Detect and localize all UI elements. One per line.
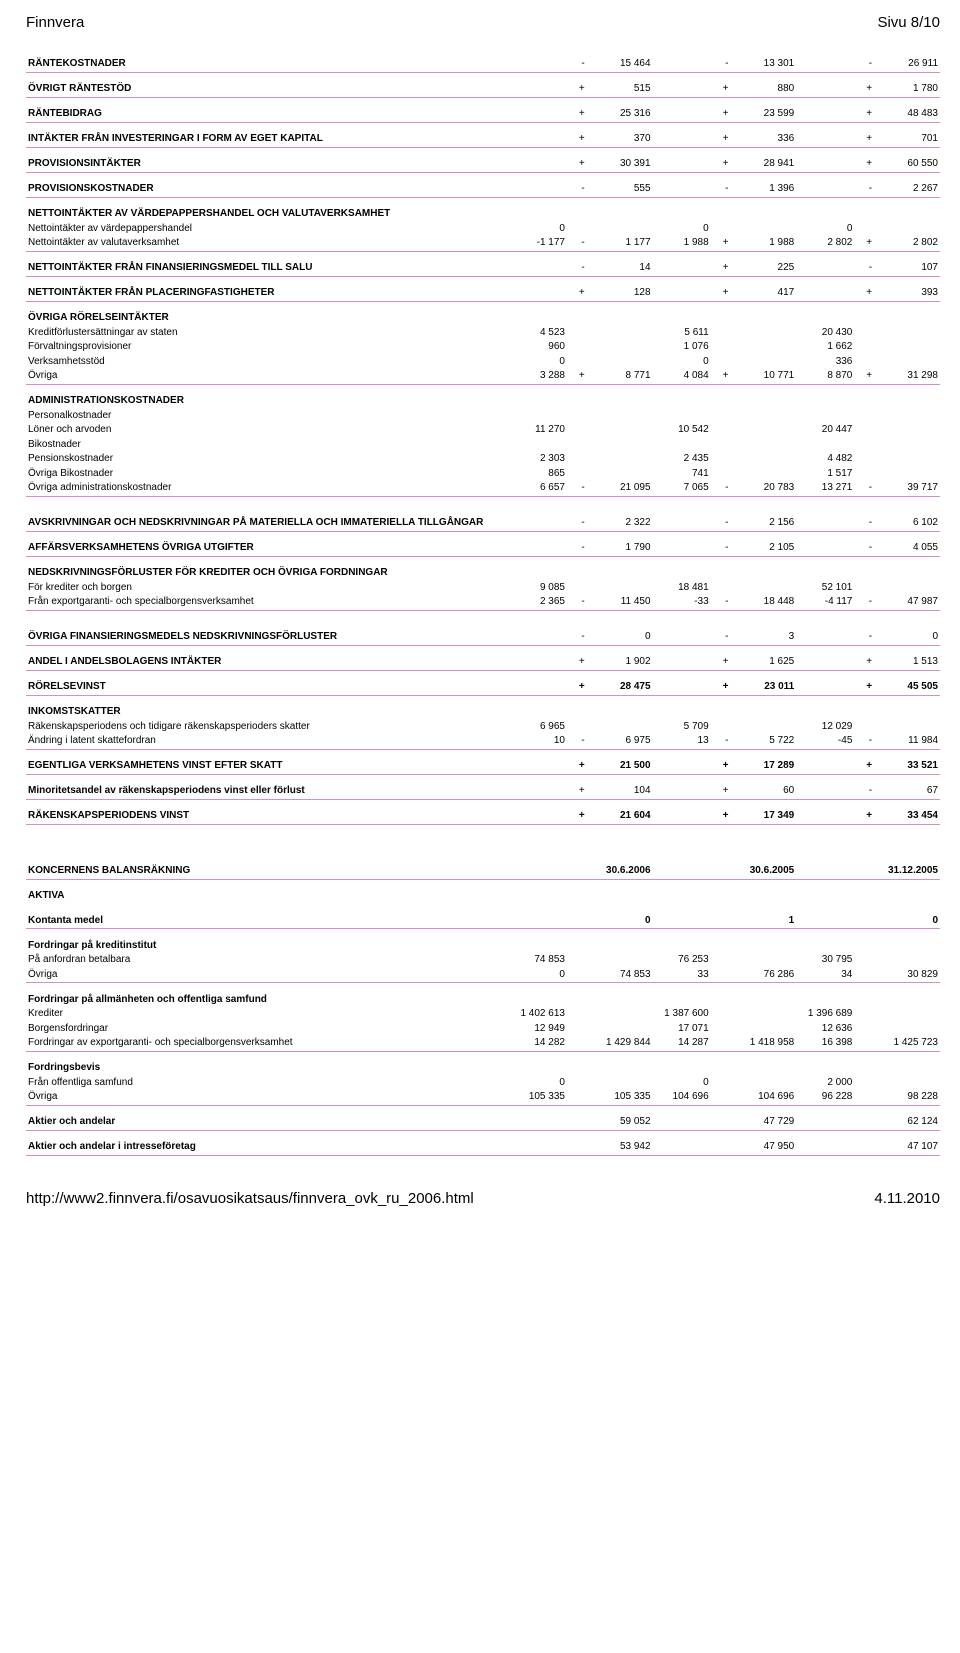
row-netto-valuta: Nettointäkter av valutaverksamhet — [26, 236, 509, 251]
row-kontanta: Kontanta medel — [26, 914, 509, 929]
row-verksamhet: Verksamhetsstöd — [26, 355, 509, 370]
row-aktiva: AKTIVA — [26, 889, 509, 904]
row-ovriga-kredit: Övriga — [26, 968, 509, 983]
row-balance-head: KONCERNENS BALANSRÄKNING — [26, 864, 509, 879]
row-minoritet: Minoritetsandel av räkenskapsperiodens v… — [26, 784, 509, 799]
row-for-krediter: För krediter och borgen — [26, 581, 509, 596]
row-rantebidrag: RÄNTEBIDRAG — [26, 107, 509, 122]
row-ovriga-adminkost: Övriga administrationskostnader — [26, 481, 509, 496]
footer-right: 4.11.2010 — [874, 1190, 940, 1207]
row-netto-placering: NETTOINTÄKTER FRÅN PLACERINGFASTIGHETER — [26, 286, 509, 301]
row-krediter: Krediter — [26, 1007, 509, 1022]
row-netto-salu: NETTOINTÄKTER FRÅN FINANSIERINGSMEDEL TI… — [26, 261, 509, 276]
header-right: Sivu 8/10 — [877, 14, 940, 31]
footer-left: http://www2.finnvera.fi/osavuosikatsaus/… — [26, 1190, 474, 1207]
row-nedskriv-head: NEDSKRIVNINGSFÖRLUSTER FÖR KREDITER OCH … — [26, 566, 509, 581]
row-aktier-intresse: Aktier och andelar i intresseföretag — [26, 1140, 509, 1155]
row-andring-latent: Ändring i latent skattefordran — [26, 734, 509, 749]
row-fran-export: Från exportgaranti- och specialborgensve… — [26, 595, 509, 610]
row-fordringsbevis: Fordringsbevis — [26, 1061, 509, 1076]
row-netto-vardep-head: NETTOINTÄKTER AV VÄRDEPAPPERSHANDEL OCH … — [26, 207, 509, 222]
row-personalkost: Personalkostnader — [26, 409, 509, 424]
row-bikostnader: Bikostnader — [26, 438, 509, 453]
row-inkomstskatter: INKOMSTSKATTER — [26, 705, 509, 720]
row-borgens: Borgensfordringar — [26, 1022, 509, 1037]
row-ovriga-bikost: Övriga Bikostnader — [26, 467, 509, 482]
row-provisionsint: PROVISIONSINTÄKTER — [26, 157, 509, 172]
financial-table: RÄNTEKOSTNADER -15 464 -13 301 -26 911 Ö… — [26, 57, 940, 1156]
row-adminkost-head: ADMINISTRATIONSKOSTNADER — [26, 394, 509, 409]
row-kreditforlust: Kreditförlustersättningar av staten — [26, 326, 509, 341]
header-left: Finnvera — [26, 14, 84, 31]
row-ovriga-fordrbevis: Övriga — [26, 1090, 509, 1105]
row-rantekost: RÄNTEKOSTNADER — [26, 57, 509, 72]
row-rakenskap-vinst: RÄKENSKAPSPERIODENS VINST — [26, 809, 509, 824]
row-provisionskost: PROVISIONSKOSTNADER — [26, 182, 509, 197]
row-aktier-andelar: Aktier och andelar — [26, 1115, 509, 1130]
row-affarsverks: AFFÄRSVERKSAMHETENS ÖVRIGA UTGIFTER — [26, 541, 509, 556]
row-ovr-rorelse-head: ÖVRIGA RÖRELSEINTÄKTER — [26, 311, 509, 326]
row-avskrivningar: AVSKRIVNINGAR OCH NEDSKRIVNINGAR PÅ MATE… — [26, 516, 509, 531]
row-ovrigt-rantestod: ÖVRIGT RÄNTESTÖD — [26, 82, 509, 97]
row-rakenskap-skatt: Räkenskapsperiodens och tidigare räkensk… — [26, 720, 509, 735]
row-egentliga-vinst: EGENTLIGA VERKSAMHETENS VINST EFTER SKAT… — [26, 759, 509, 774]
row-andel-andels: ANDEL I ANDELSBOLAGENS INTÄKTER — [26, 655, 509, 670]
row-loner: Löner och arvoden — [26, 423, 509, 438]
row-pensionskost: Pensionskostnader — [26, 452, 509, 467]
row-rorelsevinst: RÖRELSEVINST — [26, 680, 509, 695]
row-forvaltprov: Förvaltningsprovisioner — [26, 340, 509, 355]
row-fran-offentliga: Från offentliga samfund — [26, 1076, 509, 1091]
row-netto-vardep: Nettointäkter av värdepappershandel — [26, 222, 509, 237]
row-fordr-export: Fordringar av exportgaranti- och special… — [26, 1036, 509, 1051]
row-fordr-kredit-head: Fordringar på kreditinstitut — [26, 939, 509, 954]
row-pa-anfordran: På anfordran betalbara — [26, 953, 509, 968]
row-ovr-finmedel: ÖVRIGA FINANSIERINGSMEDELS NEDSKRIVNINGS… — [26, 630, 509, 645]
row-fordr-allman-head: Fordringar på allmänheten och offentliga… — [26, 993, 509, 1008]
row-ovriga-rorelse: Övriga — [26, 369, 509, 384]
row-intakter-invest: INTÄKTER FRÅN INVESTERINGAR I FORM AV EG… — [26, 132, 509, 147]
